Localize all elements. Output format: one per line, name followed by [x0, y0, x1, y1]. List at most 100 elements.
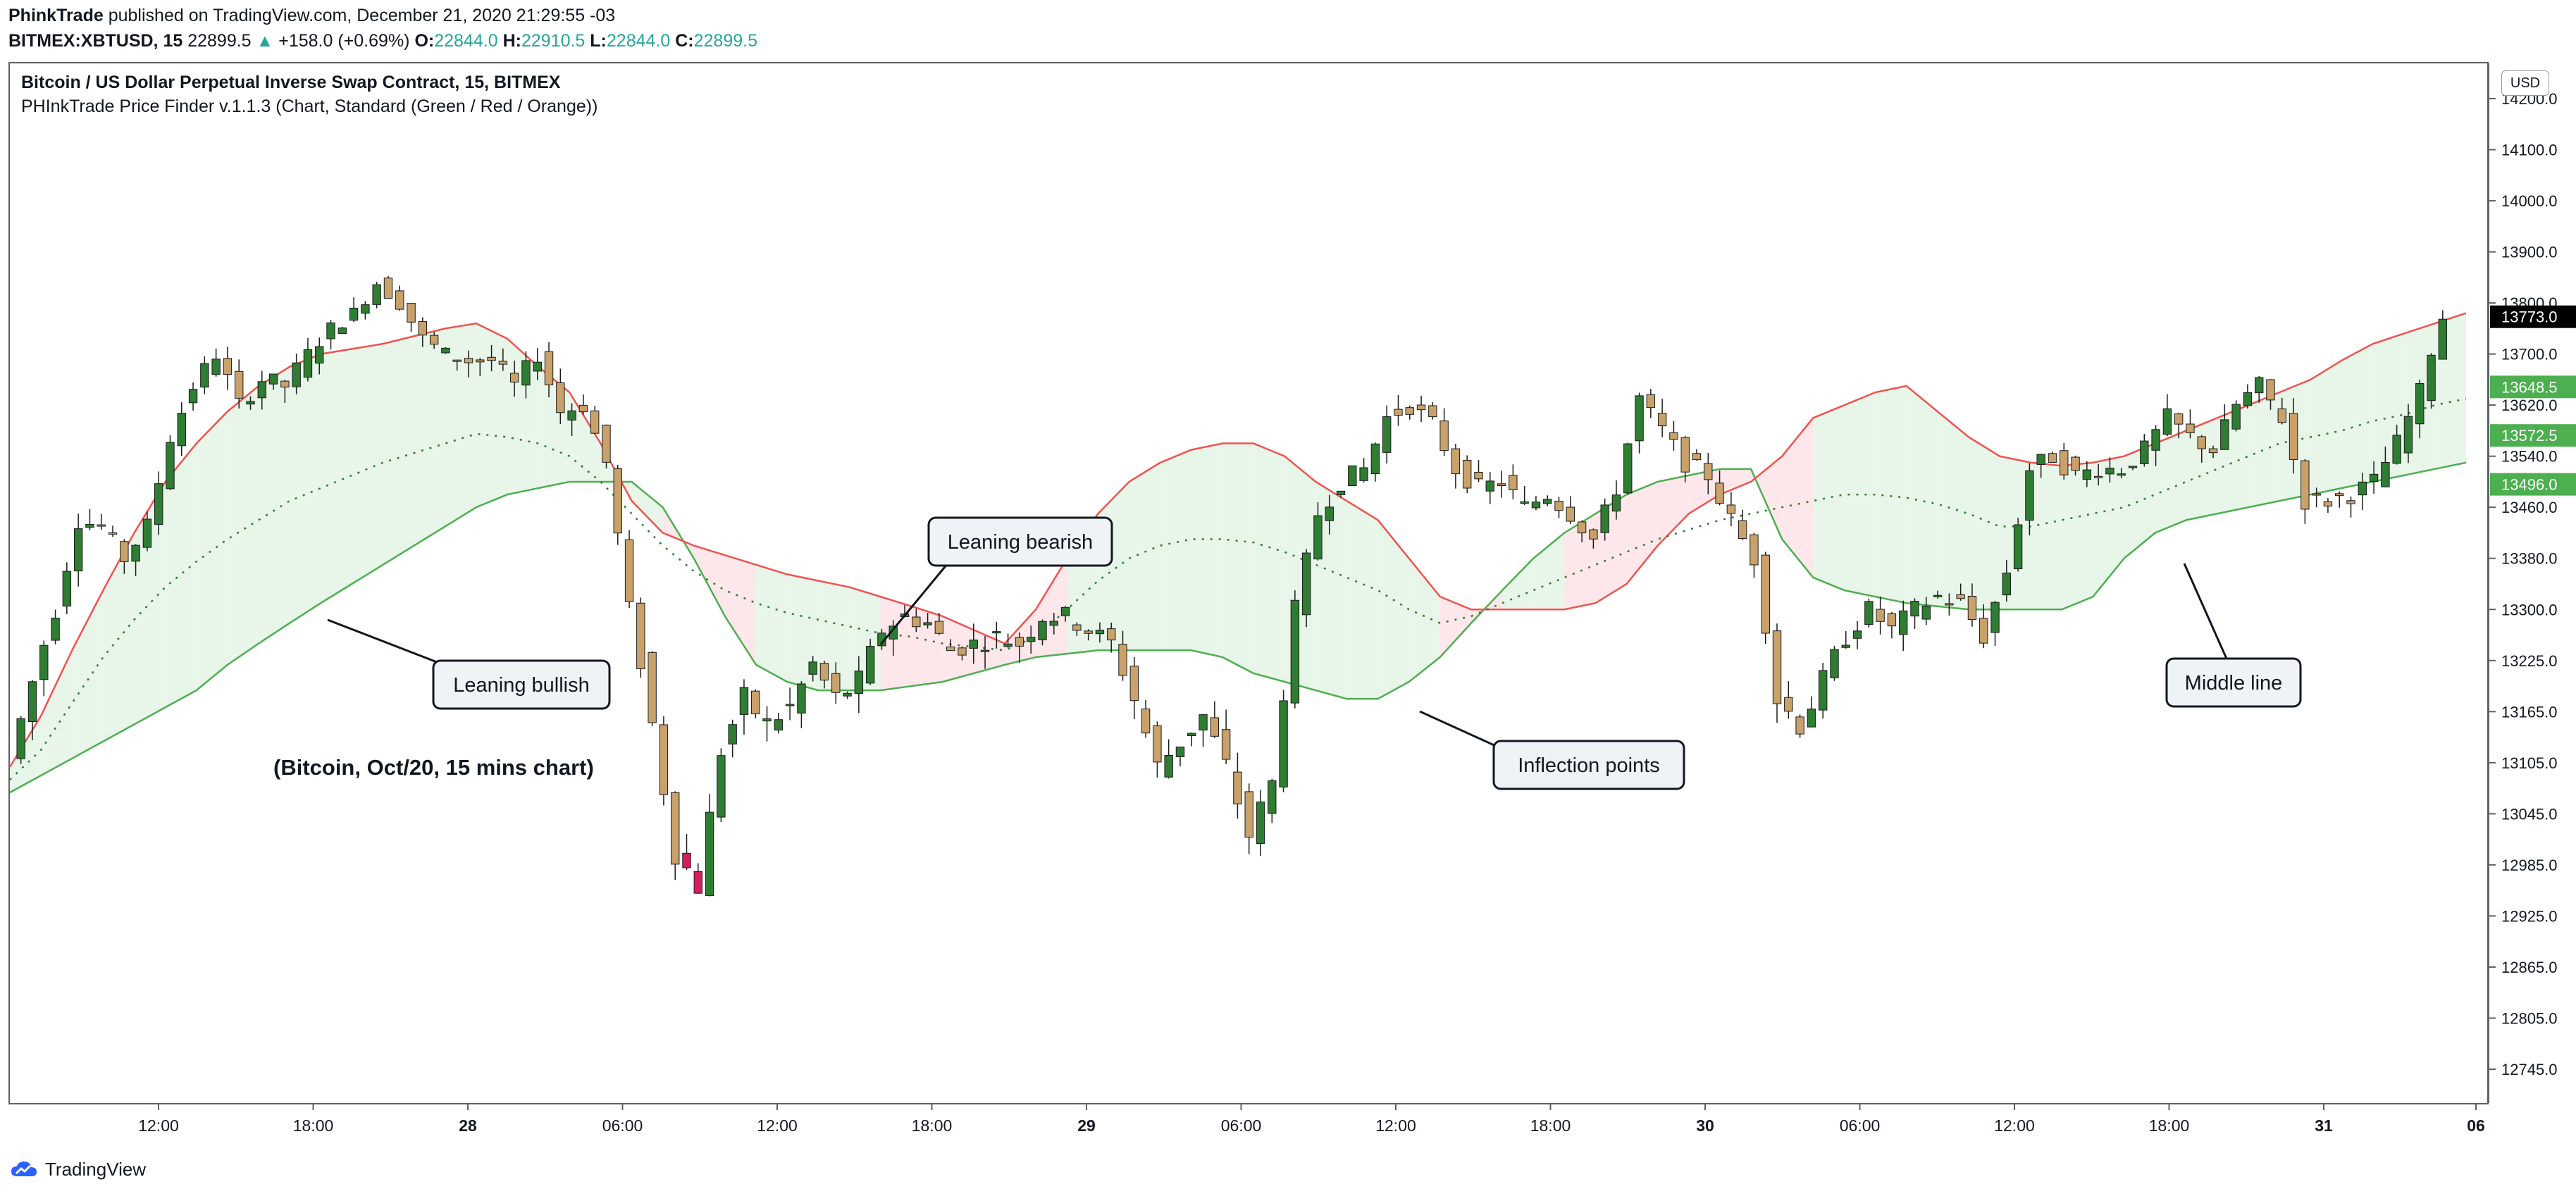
- bear-candle[interactable]: [2208, 448, 2218, 454]
- bull-candle[interactable]: [338, 328, 347, 335]
- bull-candle[interactable]: [326, 322, 335, 340]
- bull-candle[interactable]: [854, 671, 864, 694]
- bull-candle[interactable]: [303, 349, 313, 378]
- bear-candle[interactable]: [1715, 482, 1724, 504]
- bull-candle[interactable]: [200, 363, 209, 388]
- bear-candle[interactable]: [636, 602, 645, 669]
- bull-candle[interactable]: [1026, 637, 1036, 642]
- bull-candle[interactable]: [1290, 599, 1300, 704]
- bull-candle[interactable]: [2403, 416, 2413, 454]
- bear-candle[interactable]: [946, 646, 955, 652]
- bear-candle[interactable]: [1784, 697, 1793, 712]
- bear-candle[interactable]: [1244, 791, 1253, 838]
- annotation-callout[interactable]: Middle line: [2165, 563, 2302, 708]
- bear-candle[interactable]: [1107, 628, 1116, 641]
- bear-candle[interactable]: [2289, 413, 2298, 460]
- bull-candle[interactable]: [2358, 481, 2367, 496]
- bull-candle[interactable]: [1611, 494, 1621, 512]
- bear-candle[interactable]: [958, 647, 967, 656]
- bull-candle[interactable]: [16, 718, 25, 759]
- bear-candle[interactable]: [1945, 603, 1954, 606]
- bull-candle[interactable]: [1175, 746, 1185, 757]
- bear-candle[interactable]: [223, 358, 233, 375]
- bear-candle[interactable]: [2197, 436, 2206, 449]
- bull-candle[interactable]: [1049, 621, 1058, 626]
- bull-candle[interactable]: [62, 571, 72, 607]
- bull-candle[interactable]: [2392, 435, 2401, 464]
- bull-candle[interactable]: [1038, 621, 1047, 640]
- bull-candle[interactable]: [1164, 754, 1173, 778]
- bull-candle[interactable]: [188, 389, 198, 404]
- bull-candle[interactable]: [1864, 601, 1874, 625]
- bear-candle[interactable]: [1738, 520, 1747, 540]
- bear-candle[interactable]: [2048, 453, 2057, 463]
- bear-candle[interactable]: [682, 852, 691, 868]
- bull-candle[interactable]: [2082, 469, 2092, 480]
- author-name[interactable]: PhinkTrade: [8, 6, 104, 25]
- bull-candle[interactable]: [1910, 601, 1919, 617]
- bull-candle[interactable]: [2128, 466, 2138, 468]
- bear-candle[interactable]: [1979, 618, 1988, 644]
- bull-candle[interactable]: [2117, 473, 2126, 476]
- bear-candle[interactable]: [2301, 460, 2310, 510]
- bear-candle[interactable]: [1887, 613, 1897, 627]
- bull-candle[interactable]: [533, 361, 542, 372]
- bear-candle[interactable]: [1566, 506, 1575, 522]
- bear-candle[interactable]: [2266, 379, 2275, 401]
- bear-candle[interactable]: [2323, 501, 2333, 506]
- bear-candle[interactable]: [659, 724, 669, 795]
- bear-candle[interactable]: [1692, 453, 1702, 461]
- bull-candle[interactable]: [1520, 501, 1529, 504]
- bull-candle[interactable]: [268, 373, 278, 385]
- bear-candle[interactable]: [1210, 717, 1220, 737]
- bull-candle[interactable]: [211, 359, 221, 375]
- bear-candle[interactable]: [1405, 407, 1414, 415]
- bear-candle[interactable]: [2093, 475, 2103, 478]
- bear-candle[interactable]: [819, 663, 829, 681]
- bull-candle[interactable]: [361, 304, 370, 314]
- bull-candle[interactable]: [1807, 709, 1816, 728]
- bear-candle[interactable]: [476, 359, 485, 363]
- bull-candle[interactable]: [1818, 670, 1828, 711]
- bear-candle[interactable]: [2346, 500, 2355, 504]
- bull-candle[interactable]: [1095, 630, 1105, 635]
- bull-candle[interactable]: [705, 811, 714, 897]
- bull-candle[interactable]: [1623, 443, 1633, 494]
- bear-candle[interactable]: [556, 382, 565, 413]
- bull-candle[interactable]: [315, 346, 324, 364]
- bull-candle[interactable]: [1531, 502, 1541, 509]
- bull-candle[interactable]: [2220, 419, 2229, 450]
- bull-candle[interactable]: [39, 644, 49, 680]
- bear-candle[interactable]: [831, 673, 841, 693]
- bull-candle[interactable]: [567, 410, 576, 421]
- bear-candle[interactable]: [1084, 630, 1093, 634]
- bear-candle[interactable]: [1554, 501, 1563, 511]
- bear-candle[interactable]: [751, 690, 760, 715]
- bear-candle[interactable]: [1474, 471, 1483, 480]
- bear-candle[interactable]: [1772, 630, 1782, 704]
- bear-candle[interactable]: [578, 404, 588, 413]
- bear-candle[interactable]: [1221, 729, 1231, 760]
- bull-candle[interactable]: [246, 401, 255, 405]
- bull-candle[interactable]: [1543, 499, 1552, 504]
- bear-candle[interactable]: [1657, 413, 1667, 427]
- bear-candle[interactable]: [120, 541, 129, 562]
- bear-candle[interactable]: [1451, 448, 1461, 475]
- bear-candle[interactable]: [1416, 404, 1426, 411]
- annotation-callout[interactable]: Leaning bullish: [327, 618, 611, 710]
- annotation-callout[interactable]: Inflection points: [1419, 710, 1685, 790]
- bear-candle[interactable]: [1761, 554, 1770, 634]
- bull-candle[interactable]: [774, 719, 784, 731]
- bull-candle[interactable]: [1359, 467, 1368, 481]
- bull-candle[interactable]: [372, 284, 381, 305]
- bear-candle[interactable]: [934, 621, 944, 634]
- bull-candle[interactable]: [1382, 416, 1392, 453]
- bull-candle[interactable]: [2002, 572, 2012, 596]
- bear-candle[interactable]: [108, 532, 118, 535]
- bear-candle[interactable]: [1704, 463, 1713, 480]
- bull-candle[interactable]: [1060, 606, 1070, 616]
- bull-candle[interactable]: [969, 640, 978, 649]
- bear-candle[interactable]: [1463, 460, 1472, 489]
- legend-indicator[interactable]: PHInkTrade Price Finder v.1.1.3 (Chart, …: [21, 96, 598, 116]
